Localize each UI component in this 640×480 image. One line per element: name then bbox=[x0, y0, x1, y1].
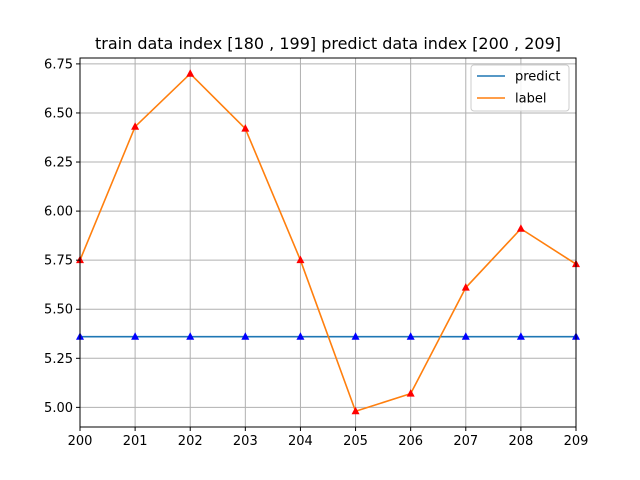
legend-label-label: label bbox=[515, 92, 546, 107]
x-tick-label: 209 bbox=[564, 434, 589, 449]
series-line-label bbox=[79, 72, 577, 413]
data-point-label bbox=[351, 406, 360, 415]
data-point-predict bbox=[406, 332, 415, 340]
data-point-label bbox=[461, 283, 470, 291]
y-tick-label: 6.75 bbox=[44, 57, 73, 72]
legend-label-predict: predict bbox=[515, 70, 560, 85]
y-tick-label: 5.25 bbox=[44, 352, 73, 367]
data-point-label bbox=[406, 389, 415, 397]
y-tick-label: 5.75 bbox=[44, 254, 73, 269]
data-point-predict bbox=[296, 332, 305, 340]
chart-title: train data index [180 , 199] predict dat… bbox=[95, 34, 561, 53]
data-point-predict bbox=[186, 332, 195, 340]
x-tick-label: 207 bbox=[453, 434, 478, 449]
data-point-predict bbox=[351, 332, 360, 340]
x-tick-label: 205 bbox=[343, 434, 368, 449]
grid bbox=[79, 58, 577, 427]
x-tick-label: 202 bbox=[178, 434, 203, 449]
x-tick-label: 204 bbox=[288, 434, 313, 449]
x-tick-label: 200 bbox=[68, 434, 93, 449]
y-tick-label: 6.00 bbox=[44, 205, 73, 220]
data-point-predict bbox=[241, 332, 250, 340]
axes: 200 201 202 203 204 205 206 207 208 209 5.00 5.25 5.… bbox=[44, 57, 588, 449]
plot-frame bbox=[79, 57, 577, 428]
y-tick-label: 6.50 bbox=[44, 106, 73, 121]
x-tick-label: 208 bbox=[508, 434, 533, 449]
data-point-predict bbox=[516, 332, 525, 340]
y-tick-label: 5.00 bbox=[44, 401, 73, 416]
x-tick-label: 201 bbox=[123, 434, 148, 449]
data-point-label bbox=[131, 122, 140, 130]
data-point-label bbox=[296, 255, 305, 264]
data-point-label bbox=[186, 69, 195, 77]
series-layer bbox=[76, 69, 580, 415]
legend: predict label bbox=[470, 64, 570, 112]
y-tick-label: 5.50 bbox=[44, 303, 73, 318]
data-point-label bbox=[241, 124, 250, 132]
data-point-label bbox=[516, 224, 525, 232]
x-tick-label: 203 bbox=[233, 434, 258, 449]
y-tick-label: 6.25 bbox=[44, 156, 73, 171]
x-tick-label: 206 bbox=[398, 434, 423, 449]
data-point-predict bbox=[131, 332, 140, 340]
data-point-predict bbox=[461, 332, 470, 340]
